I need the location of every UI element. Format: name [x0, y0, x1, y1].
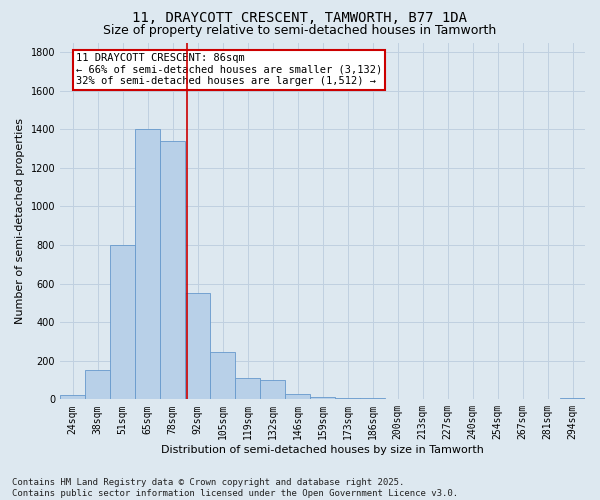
Bar — [410, 399, 435, 400]
Bar — [210, 352, 235, 400]
Bar — [285, 394, 310, 400]
Text: 11 DRAYCOTT CRESCENT: 86sqm
← 66% of semi-detached houses are smaller (3,132)
32: 11 DRAYCOTT CRESCENT: 86sqm ← 66% of sem… — [76, 53, 382, 86]
Bar — [85, 370, 110, 400]
Bar — [185, 293, 210, 400]
Y-axis label: Number of semi-detached properties: Number of semi-detached properties — [15, 118, 25, 324]
Bar — [235, 378, 260, 400]
Bar — [160, 141, 185, 400]
Bar — [485, 399, 510, 400]
Text: Contains HM Land Registry data © Crown copyright and database right 2025.
Contai: Contains HM Land Registry data © Crown c… — [12, 478, 458, 498]
Bar — [260, 380, 285, 400]
Bar — [310, 398, 335, 400]
Bar — [60, 396, 85, 400]
Bar — [510, 399, 535, 400]
Text: Size of property relative to semi-detached houses in Tamworth: Size of property relative to semi-detach… — [103, 24, 497, 37]
Text: 11, DRAYCOTT CRESCENT, TAMWORTH, B77 1DA: 11, DRAYCOTT CRESCENT, TAMWORTH, B77 1DA — [133, 11, 467, 25]
Bar — [335, 398, 360, 400]
Bar — [535, 399, 560, 400]
Bar — [435, 399, 460, 400]
Bar — [360, 398, 385, 400]
Bar — [135, 130, 160, 400]
Bar — [385, 399, 410, 400]
Bar — [460, 399, 485, 400]
Bar — [110, 245, 135, 400]
X-axis label: Distribution of semi-detached houses by size in Tamworth: Distribution of semi-detached houses by … — [161, 445, 484, 455]
Bar — [560, 398, 585, 400]
